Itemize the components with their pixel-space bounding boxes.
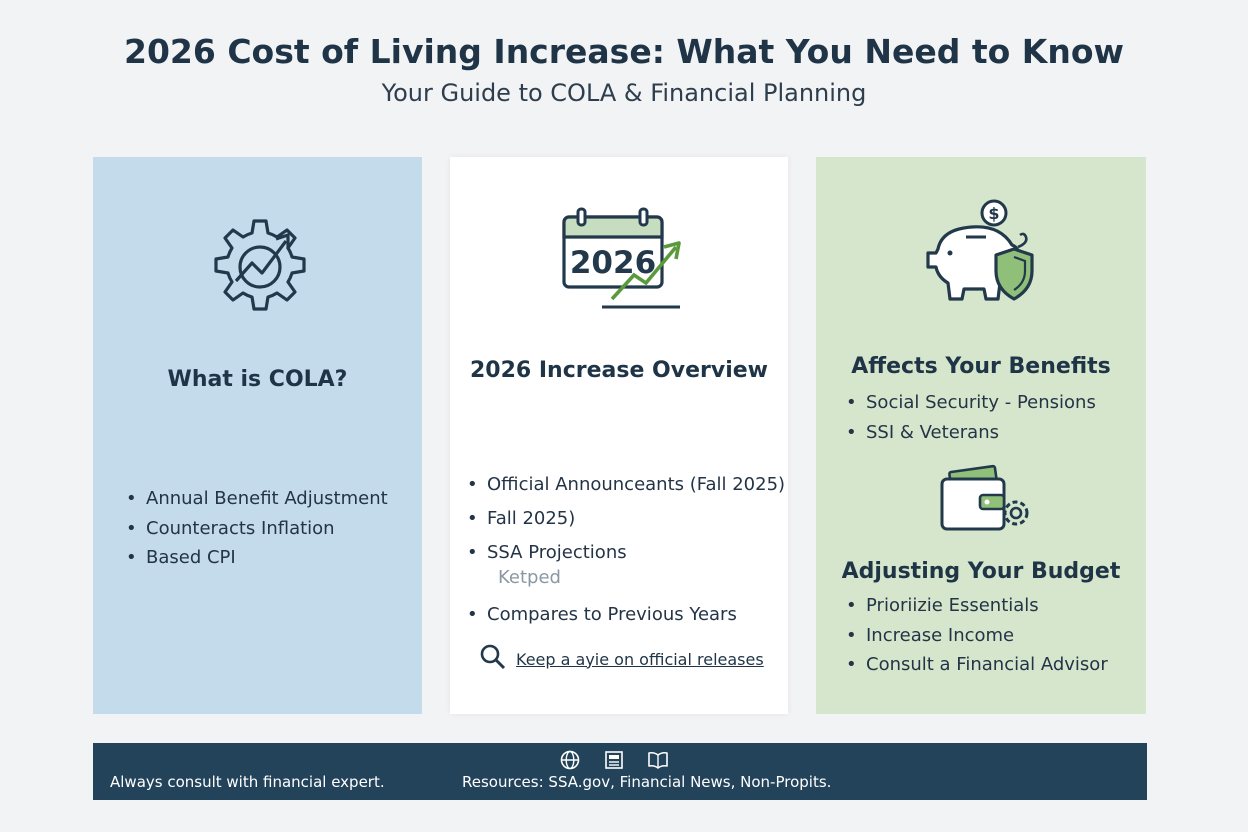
- news-icon[interactable]: [603, 750, 625, 770]
- calendar-growth-icon: 2026: [558, 207, 688, 315]
- svg-text:2026: 2026: [570, 245, 656, 281]
- list-item: SSI & Veterans: [846, 418, 1096, 448]
- list-item: Based CPI: [126, 543, 388, 573]
- panel-heading: What is COLA?: [167, 367, 348, 392]
- footer-icons: [559, 750, 669, 770]
- globe-icon[interactable]: [559, 750, 581, 770]
- list-item: Compares to Previous Years: [467, 602, 737, 628]
- svg-text:$: $: [988, 204, 999, 223]
- bullet-list: Official Announceants (Fall 2025) Fall 2…: [467, 468, 785, 570]
- search-icon: [480, 644, 506, 674]
- list-item: Fall 2025): [467, 502, 785, 536]
- list-item: Counteracts Inflation: [126, 514, 388, 544]
- link-text[interactable]: Keep a ayie on official releases: [516, 649, 764, 669]
- footer-bar: Always consult with financial expert. Re…: [93, 743, 1147, 800]
- page-title: 2026 Cost of Living Increase: What You N…: [124, 32, 1124, 71]
- panel-heading: 2026 Increase Overview: [469, 358, 768, 383]
- bullet-list-2: Compares to Previous Years: [467, 602, 737, 628]
- panel-affects-benefits: $ Affects Your Benefits Social Security …: [816, 157, 1146, 714]
- faded-text: Ketped: [498, 567, 561, 588]
- panel-increase-overview: 2026 2026 Increase Overview Official Ann…: [450, 157, 788, 714]
- bullet-list: Social Security - Pensions SSI & Veteran…: [846, 388, 1096, 448]
- bullet-list: Annual Benefit Adjustment Counteracts In…: [126, 484, 388, 573]
- gear-trend-icon: [208, 215, 312, 323]
- book-icon[interactable]: [647, 750, 669, 770]
- bullet-list-2: Prioriizie Essentials Increase Income Co…: [846, 591, 1108, 680]
- footer-disclaimer: Always consult with financial expert.: [110, 773, 385, 791]
- list-item: Official Announceants (Fall 2025): [467, 468, 785, 502]
- panel-heading-2: Adjusting Your Budget: [841, 559, 1121, 584]
- panel-what-is-cola: What is COLA? Annual Benefit Adjustment …: [93, 157, 422, 714]
- panel-heading: Affects Your Benefits: [851, 354, 1111, 379]
- wallet-gear-icon: [940, 463, 1032, 539]
- list-item: SSA Projections: [467, 536, 785, 570]
- piggy-bank-shield-icon: $: [924, 197, 1040, 319]
- list-item: Prioriizie Essentials: [846, 591, 1108, 621]
- list-item: Social Security - Pensions: [846, 388, 1096, 418]
- official-releases-link[interactable]: Keep a ayie on official releases: [480, 644, 764, 674]
- page-subtitle: Your Guide to COLA & Financial Planning: [381, 79, 867, 107]
- list-item: Increase Income: [846, 621, 1108, 651]
- list-item: Annual Benefit Adjustment: [126, 484, 388, 514]
- list-item: Consult a Financial Advisor: [846, 650, 1108, 680]
- footer-resources: Resources: SSA.gov, Financial News, Non-…: [462, 773, 832, 791]
